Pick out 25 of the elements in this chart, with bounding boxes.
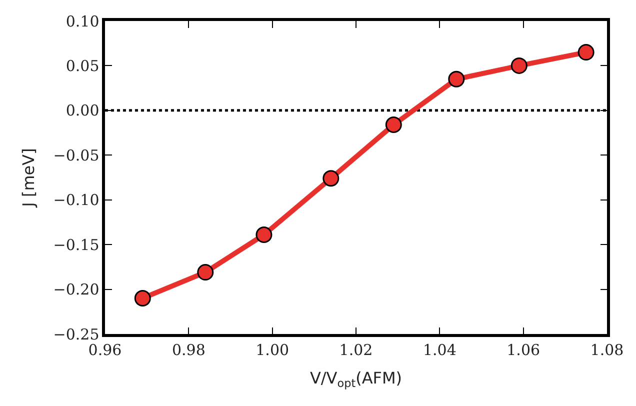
x-tick-label: 1.06: [506, 340, 540, 359]
y-tick-label: −0.10: [53, 191, 100, 210]
x-tick-label: 1.02: [339, 340, 373, 359]
y-tick-label: −0.20: [53, 280, 100, 299]
point: [197, 264, 214, 281]
point: [134, 290, 151, 306]
x-axis-title: V/V$_{opt}$(AFM): [310, 368, 402, 390]
point: [578, 44, 594, 61]
y-tick-label: 0.00: [66, 102, 100, 120]
y-tick-label: 0.05: [66, 56, 100, 75]
x-tick-label: 1.00: [256, 340, 290, 359]
point: [448, 70, 465, 88]
y-tick-label: −0.15: [53, 236, 100, 254]
point: [510, 57, 528, 74]
y-tick-label: −0.05: [53, 146, 100, 164]
x-tick-label: 0.96: [88, 340, 122, 359]
x-tick-label: 0.98: [172, 340, 206, 359]
y-tick-label: −0.25: [53, 325, 100, 344]
x-tick-label: 1.08: [590, 340, 624, 359]
point: [322, 170, 340, 187]
point: [256, 226, 272, 243]
y-tick-label: 0.10: [66, 12, 100, 30]
point: [385, 116, 402, 133]
x-tick-label: 1.04: [422, 340, 456, 359]
y-axis-title: J [meV]: [19, 148, 38, 208]
